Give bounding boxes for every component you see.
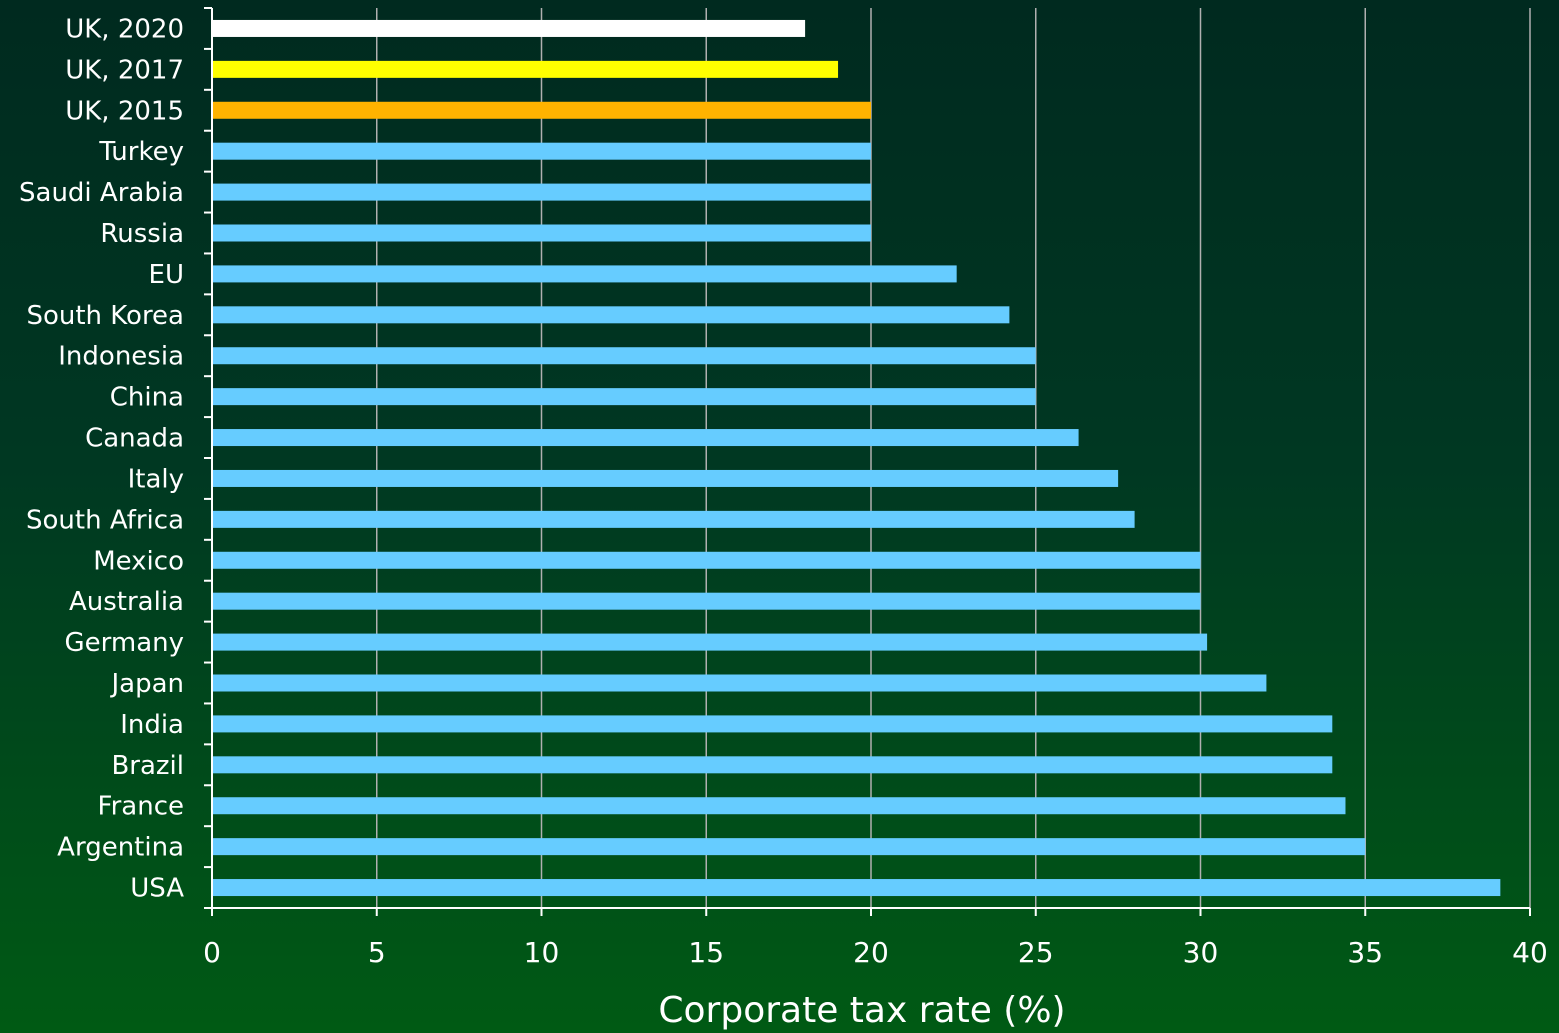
x-tick-label: 25	[1018, 936, 1054, 969]
bar	[212, 388, 1036, 406]
bar	[212, 60, 839, 78]
bar	[212, 101, 871, 119]
category-label: Brazil	[111, 751, 184, 781]
x-tick-label: 40	[1512, 936, 1548, 969]
category-label: EU	[149, 260, 184, 290]
category-label: UK, 2017	[65, 55, 184, 85]
category-label: UK, 2015	[65, 96, 184, 126]
category-label: Indonesia	[58, 342, 184, 372]
category-label: Turkey	[98, 137, 184, 167]
category-label: Italy	[128, 464, 184, 494]
bars	[212, 19, 1501, 897]
category-label: India	[120, 710, 184, 740]
bar	[212, 674, 1267, 692]
x-tick-label: 0	[203, 936, 221, 969]
category-label: Argentina	[57, 833, 184, 863]
bar	[212, 879, 1501, 897]
bar	[212, 633, 1208, 651]
category-label: South Korea	[26, 301, 184, 331]
bar	[212, 142, 871, 160]
bar	[212, 715, 1333, 733]
category-label: USA	[130, 874, 184, 904]
category-label: Germany	[64, 628, 184, 658]
category-label: Saudi Arabia	[19, 178, 184, 208]
bar	[212, 797, 1346, 815]
category-label: China	[110, 383, 184, 413]
bar	[212, 19, 806, 37]
x-tick-label: 20	[853, 936, 889, 969]
axes	[204, 7, 1531, 916]
x-axis-title: Corporate tax rate (%)	[658, 990, 1065, 1031]
bar	[212, 224, 871, 242]
category-label: Mexico	[93, 546, 184, 576]
bar	[212, 306, 1010, 324]
x-tick-label: 15	[688, 936, 724, 969]
category-label: Canada	[85, 424, 184, 454]
category-label: Australia	[69, 587, 184, 617]
category-label: Japan	[109, 669, 184, 699]
x-tick-label: 30	[1183, 936, 1219, 969]
bar	[212, 756, 1333, 774]
bar	[212, 510, 1135, 528]
x-tick-label: 10	[524, 936, 560, 969]
bar	[212, 469, 1119, 487]
bar	[212, 592, 1201, 610]
category-label: France	[98, 792, 184, 822]
category-label: Russia	[100, 219, 184, 249]
tick-labels: 0 5 10 15 20 25 30 35 40	[203, 936, 1548, 969]
bar	[212, 183, 871, 201]
bar	[212, 347, 1036, 365]
x-tick-label: 5	[368, 936, 386, 969]
category-labels: UK, 2020 UK, 2017 UK, 2015 Turkey Saudi Arab…	[19, 14, 184, 903]
category-label: South Africa	[26, 505, 184, 535]
bar	[212, 429, 1079, 447]
bar	[212, 551, 1201, 569]
bar	[212, 838, 1366, 856]
category-label: UK, 2020	[65, 14, 184, 44]
x-tick-label: 35	[1347, 936, 1383, 969]
bar	[212, 265, 957, 283]
